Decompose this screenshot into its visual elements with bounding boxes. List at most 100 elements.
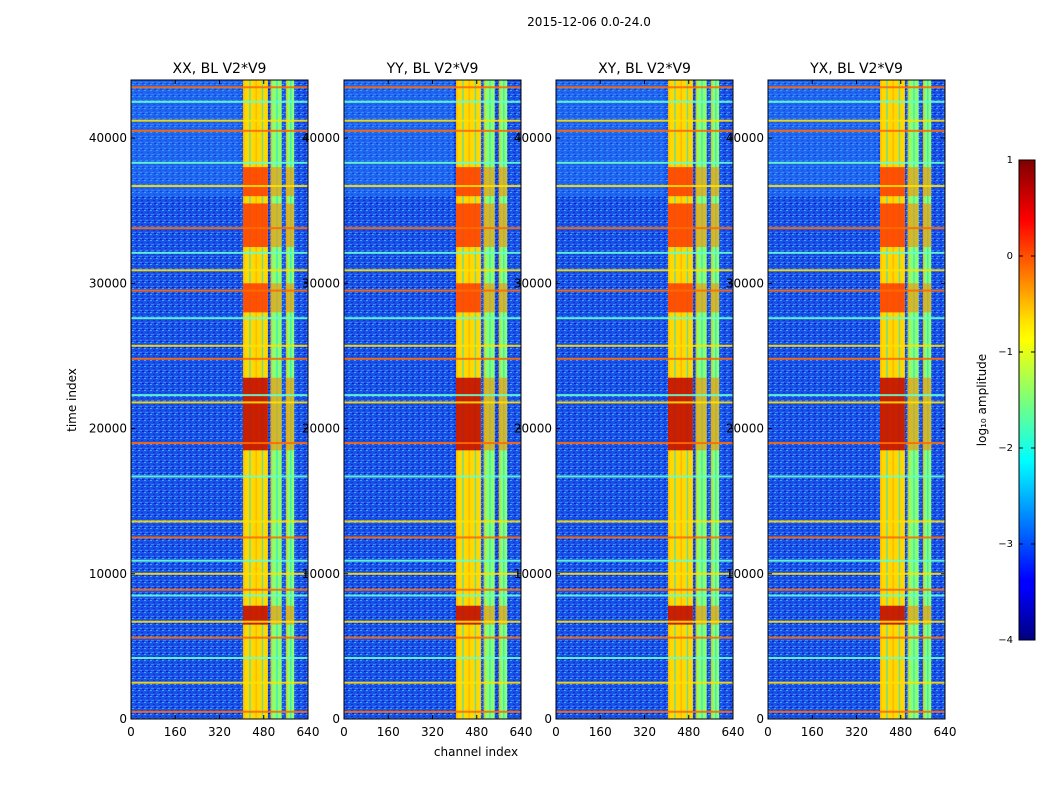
- x-tick-label: 640: [510, 725, 533, 739]
- flag-row: [768, 86, 945, 89]
- flag-row: [556, 536, 733, 539]
- flag-row: [131, 251, 308, 254]
- flag-row: [556, 161, 733, 164]
- panel-title: XX, BL V2*V9: [173, 61, 267, 77]
- flag-row: [556, 475, 733, 478]
- y-tick-label: 20000: [89, 422, 127, 436]
- hot-region: [922, 377, 932, 451]
- x-tick-label: 480: [889, 725, 912, 739]
- hot-region: [907, 605, 919, 625]
- hot-region: [498, 283, 508, 313]
- heatmap-region: [131, 80, 241, 197]
- flag-row: [344, 681, 521, 684]
- rfi-band-0: [880, 80, 905, 719]
- heatmap-region: [556, 80, 666, 197]
- flag-row: [344, 657, 521, 660]
- y-tick-label: 40000: [726, 131, 764, 145]
- flag-row: [768, 620, 945, 623]
- hot-region: [270, 283, 282, 313]
- flag-row: [556, 227, 733, 230]
- flag-row: [768, 317, 945, 320]
- flag-row: [131, 475, 308, 478]
- y-tick-label: 30000: [514, 276, 552, 290]
- hot-region: [695, 283, 707, 313]
- x-tick-label: 320: [208, 725, 231, 739]
- flag-row: [344, 129, 521, 132]
- flag-row: [344, 251, 521, 254]
- flag-row: [344, 289, 521, 292]
- flag-row: [556, 681, 733, 684]
- flag-row: [344, 588, 521, 591]
- flag-row: [131, 129, 308, 132]
- hot-region: [456, 283, 481, 313]
- hot-region: [880, 377, 905, 451]
- hot-region: [243, 167, 268, 197]
- flag-row: [768, 536, 945, 539]
- flag-row: [768, 401, 945, 404]
- figure-title: 2015-12-06 0.0-24.0: [527, 15, 651, 29]
- flag-row: [131, 344, 308, 347]
- x-tick-label: 160: [377, 725, 400, 739]
- y-tick-label: 0: [332, 712, 340, 726]
- flag-row: [131, 588, 308, 591]
- y-tick-label: 20000: [726, 422, 764, 436]
- flag-row: [768, 357, 945, 360]
- flag-row: [556, 442, 733, 445]
- hot-region: [880, 283, 905, 313]
- flag-row: [556, 620, 733, 623]
- hot-region: [880, 167, 905, 197]
- flag-row: [344, 620, 521, 623]
- x-tick-label: 0: [340, 725, 348, 739]
- hot-region: [668, 283, 693, 313]
- flag-row: [131, 572, 308, 575]
- hot-region: [907, 167, 919, 197]
- x-tick-label: 320: [845, 725, 868, 739]
- hot-region: [710, 203, 720, 248]
- hot-region: [270, 605, 282, 625]
- rfi-band-2: [285, 80, 295, 719]
- y-tick-label: 40000: [89, 131, 127, 145]
- flag-row: [556, 119, 733, 122]
- hot-region: [483, 377, 495, 451]
- x-tick-label: 0: [127, 725, 135, 739]
- flag-row: [556, 520, 733, 523]
- hot-region: [710, 167, 720, 197]
- rfi-band-1: [907, 80, 919, 719]
- hot-region: [483, 203, 495, 248]
- hot-region: [922, 203, 932, 248]
- hot-region: [907, 377, 919, 451]
- hot-region: [695, 203, 707, 248]
- colorbar: 1 0 −1 −2 −3 −4 log₁₀ amplitude: [975, 155, 1036, 646]
- colorbar-tick-label: 0: [1007, 251, 1013, 262]
- x-tick-label: 480: [677, 725, 700, 739]
- hot-region: [668, 203, 693, 248]
- flag-row: [344, 636, 521, 639]
- flag-row: [768, 442, 945, 445]
- y-tick-label: 40000: [514, 131, 552, 145]
- hot-region: [498, 203, 508, 248]
- flag-row: [131, 185, 308, 188]
- flag-row: [768, 161, 945, 164]
- colorbar-label: log₁₀ amplitude: [975, 354, 989, 446]
- flag-row: [768, 594, 945, 597]
- flag-row: [344, 572, 521, 575]
- flag-row: [556, 86, 733, 89]
- hot-region: [922, 605, 932, 625]
- flag-row: [556, 394, 733, 397]
- flag-row: [556, 636, 733, 639]
- flag-row: [768, 185, 945, 188]
- flag-row: [131, 227, 308, 230]
- flag-row: [768, 344, 945, 347]
- hot-region: [880, 605, 905, 625]
- colorbar-tick-label: −2: [998, 443, 1013, 454]
- x-tick-label: 0: [764, 725, 772, 739]
- y-tick-label: 30000: [726, 276, 764, 290]
- x-tick-label: 160: [801, 725, 824, 739]
- rfi-band-2: [498, 80, 508, 719]
- colorbar-gradient: [1018, 159, 1036, 641]
- y-tick-label: 0: [544, 712, 552, 726]
- flag-row: [768, 588, 945, 591]
- flag-row: [768, 657, 945, 660]
- flag-row: [556, 289, 733, 292]
